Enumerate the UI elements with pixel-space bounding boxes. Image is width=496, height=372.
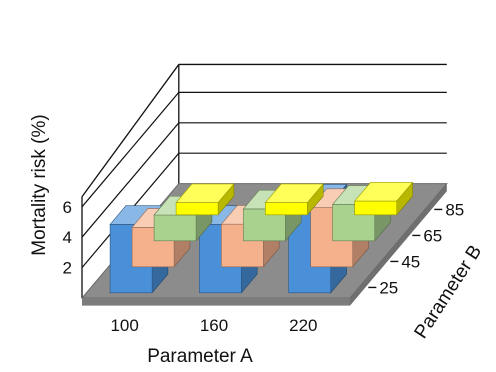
bar-front-face [355,201,397,215]
y-tick-label: 2 [63,259,72,278]
z-tick-label: 85 [445,200,464,219]
x-tick-label: 220 [289,316,317,335]
y-tick-label: 6 [63,198,72,217]
z-tick-label: 65 [423,226,442,245]
x-tick-label: 160 [200,316,228,335]
x-axis-title: Parameter A [147,346,253,367]
bar-front-face [154,215,196,241]
floor-front-edge [82,298,350,306]
side-wall-top-edge [82,64,179,196]
z-axis-title: Parameter B [411,242,487,343]
bar-front-face [265,203,307,215]
z-tick-label: 45 [401,252,420,271]
y-axis-title: Mortality risk (%) [29,114,50,255]
x-tick-label: 100 [110,316,138,335]
bar-front-face [176,203,218,215]
z-tick-label: 25 [379,278,398,297]
y-tick-label: 4 [63,228,72,247]
